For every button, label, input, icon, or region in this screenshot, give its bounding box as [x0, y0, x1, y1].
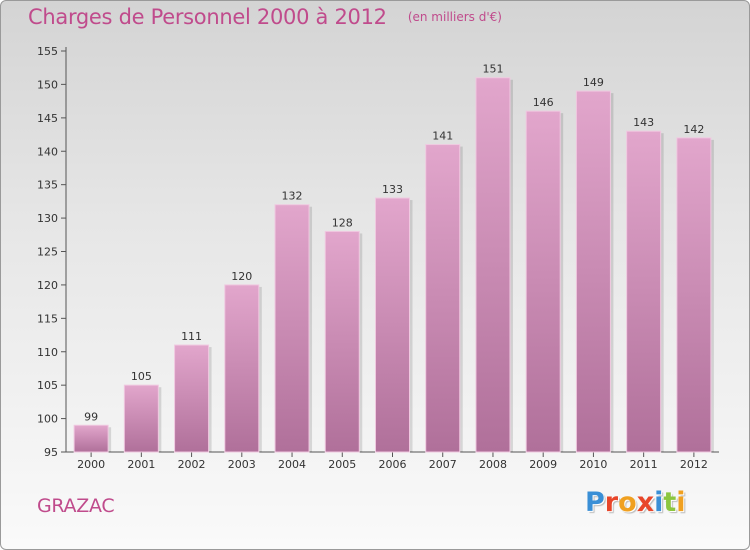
- commune-name: GRAZAC: [37, 495, 115, 517]
- value-label: 143: [633, 116, 654, 129]
- y-tick-label: 155: [37, 45, 58, 58]
- logo-letter: x: [636, 487, 655, 518]
- axes: 95 100 105 110 115 120 125 130 135 140 145 150 155 20…: [37, 45, 719, 471]
- bar-2005[interactable]: [324, 230, 360, 453]
- value-label: 128: [332, 216, 353, 229]
- x-tick-label: 2007: [429, 458, 457, 471]
- bar-2004[interactable]: [274, 204, 310, 453]
- x-tick-label: 2012: [680, 458, 708, 471]
- x-tick-label: 2001: [127, 458, 155, 471]
- bar-2011[interactable]: [626, 130, 662, 453]
- chart-subtitle: (en milliers d'€): [407, 10, 502, 24]
- chart-title: Charges de Personnel 2000 à 2012: [28, 5, 387, 29]
- x-tick-label: 2009: [529, 458, 557, 471]
- value-label: 132: [282, 190, 303, 203]
- y-tick-label: 95: [44, 446, 58, 459]
- value-label: 141: [432, 130, 453, 143]
- x-tick-label: 2004: [278, 458, 306, 471]
- value-label: 99: [84, 410, 98, 423]
- value-labels: 99 105 111 120 132 128 133 141 151 146 149 143 142: [84, 63, 704, 424]
- bar-2007[interactable]: [425, 144, 461, 453]
- y-tick-label: 125: [37, 246, 58, 259]
- bar-2000[interactable]: [73, 424, 109, 453]
- y-tick-label: 135: [37, 179, 58, 192]
- bars: [73, 77, 714, 453]
- x-tick-label: 2000: [77, 458, 105, 471]
- bar-2010[interactable]: [575, 90, 611, 453]
- y-tick-label: 115: [37, 312, 58, 325]
- logo-letter: i: [676, 487, 686, 518]
- bar-2003[interactable]: [224, 284, 260, 453]
- logo-letter: o: [618, 487, 637, 518]
- y-tick-label: 120: [37, 279, 58, 292]
- y-tick-label: 140: [37, 145, 58, 158]
- bar-2006[interactable]: [375, 197, 410, 453]
- value-label: 120: [231, 270, 252, 283]
- title-row: Charges de Personnel 2000 à 2012 (en mil…: [28, 5, 502, 29]
- x-tick-label: 2005: [328, 458, 356, 471]
- value-label: 111: [181, 330, 202, 343]
- y-tick-label: 110: [37, 346, 58, 359]
- y-tick-label: 130: [37, 212, 58, 225]
- value-label: 151: [482, 63, 503, 76]
- x-tick-label: 2011: [630, 458, 658, 471]
- x-tick-label: 2006: [379, 458, 407, 471]
- value-label: 142: [683, 123, 704, 136]
- y-tick-label: 150: [37, 78, 58, 91]
- y-tick-label: 145: [37, 112, 58, 125]
- y-tick-label: 100: [37, 413, 58, 426]
- logo-letter: P: [585, 487, 605, 518]
- bar-2009[interactable]: [525, 110, 561, 453]
- value-label: 149: [583, 76, 604, 89]
- logo-letter: i: [654, 487, 664, 518]
- value-label: 146: [533, 96, 554, 109]
- bar-2002[interactable]: [174, 344, 210, 453]
- bar-2012[interactable]: [676, 137, 712, 453]
- x-tick-label: 2003: [228, 458, 256, 471]
- x-tick-label: 2002: [178, 458, 206, 471]
- proxiti-logo[interactable]: Proxiti: [585, 487, 686, 518]
- value-label: 133: [382, 183, 403, 196]
- value-label: 105: [131, 370, 152, 383]
- logo-letter: r: [604, 487, 619, 518]
- bar-2008[interactable]: [475, 77, 511, 453]
- y-tick-label: 105: [37, 379, 58, 392]
- x-tick-label: 2008: [479, 458, 507, 471]
- x-tick-label: 2010: [579, 458, 607, 471]
- bar-2001[interactable]: [123, 384, 159, 453]
- logo-letter: t: [663, 487, 677, 518]
